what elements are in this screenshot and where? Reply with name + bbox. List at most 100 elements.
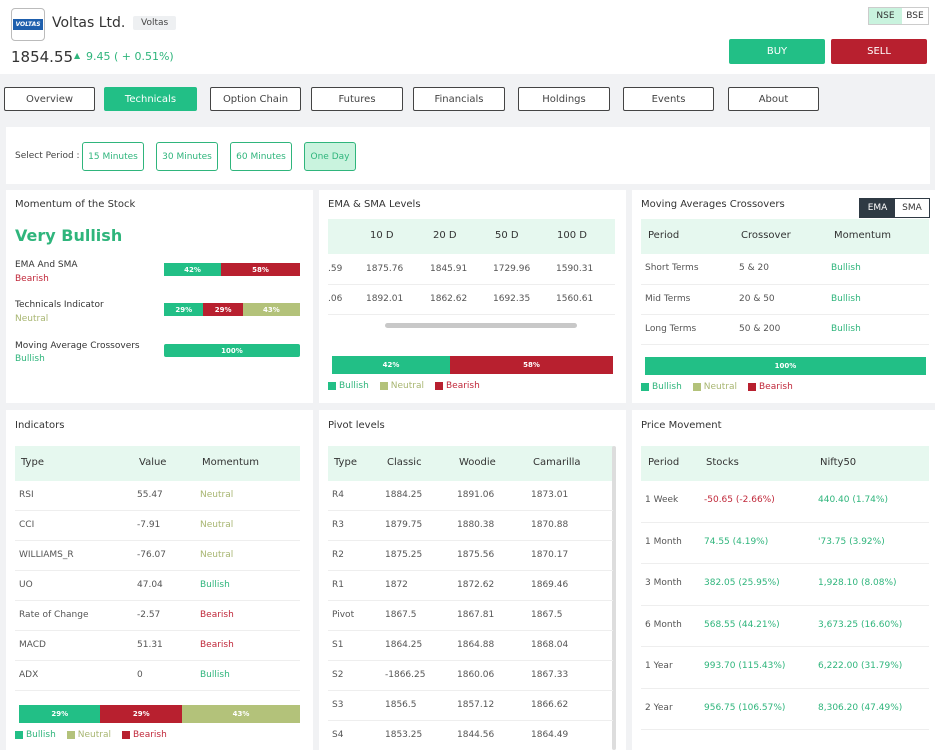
tab-financials[interactable]: Financials xyxy=(413,87,505,111)
cell: 1856.5 xyxy=(385,700,417,710)
cell: -7.91 xyxy=(137,520,160,530)
cell: R1 xyxy=(332,580,344,590)
table-row: ADX 0 Bullish xyxy=(15,661,300,691)
bse-toggle[interactable]: BSE xyxy=(902,8,928,24)
cell: 1875.25 xyxy=(385,550,422,560)
cell: 6,222.00 (31.79%) xyxy=(818,661,902,671)
cell: 1560.61 xyxy=(556,294,593,304)
cell: 1879.75 xyxy=(385,520,422,530)
table-row: R1 1872 1872.62 1869.46 xyxy=(328,571,613,601)
cell: 1729.96 xyxy=(493,264,530,274)
tab-technicals[interactable]: Technicals xyxy=(104,87,197,111)
cell: 5 & 20 xyxy=(739,263,769,273)
cell: Neutral xyxy=(200,550,233,560)
period-60-minutes[interactable]: 60 Minutes xyxy=(230,142,292,171)
table-row: .06 1892.01 1862.62 1692.35 1560.61 xyxy=(328,285,615,315)
table-row: R3 1879.75 1880.38 1870.88 xyxy=(328,511,613,541)
cell: 1868.04 xyxy=(531,640,568,650)
cell: 1 Year xyxy=(645,661,673,671)
col-momentum: Momentum xyxy=(834,230,891,241)
up-arrow-icon: ▲ xyxy=(74,51,80,60)
table-row: CCI -7.91 Neutral xyxy=(15,511,300,541)
cell: 1867.33 xyxy=(531,670,568,680)
tab-holdings[interactable]: Holdings xyxy=(518,87,610,111)
bullish-swatch xyxy=(328,382,336,390)
col-20d: 20 D xyxy=(433,230,457,241)
neutral-swatch xyxy=(693,383,701,391)
cell: 1845.91 xyxy=(430,264,467,274)
col-10d: 10 D xyxy=(370,230,394,241)
tab-overview[interactable]: Overview xyxy=(4,87,95,111)
horizontal-scrollbar[interactable] xyxy=(385,323,577,328)
cell: MACD xyxy=(19,640,46,650)
cell: -50.65 (-2.66%) xyxy=(704,495,775,505)
tab-futures[interactable]: Futures xyxy=(311,87,403,111)
cell: 1,928.10 (8.08%) xyxy=(818,578,897,588)
technicals-indicator-status: Neutral xyxy=(15,314,48,324)
cell: -1866.25 xyxy=(385,670,425,680)
nse-toggle[interactable]: NSE xyxy=(869,8,902,24)
company-name: Voltas Ltd. xyxy=(52,15,125,31)
legend-bearish: Bearish xyxy=(133,730,167,740)
cell: 1 Month xyxy=(645,537,682,547)
tab-option-chain[interactable]: Option Chain xyxy=(210,87,301,111)
col-nifty50: Nifty50 xyxy=(820,457,856,468)
cell: RSI xyxy=(19,490,34,500)
bullish-swatch xyxy=(641,383,649,391)
sell-button[interactable]: SELL xyxy=(831,39,927,64)
bearish-segment: 58% xyxy=(450,356,613,374)
cell: 3 Month xyxy=(645,578,682,588)
bullish-swatch xyxy=(15,731,23,739)
cell: 956.75 (106.57%) xyxy=(704,703,785,713)
table-row: WILLIAMS_R -76.07 Neutral xyxy=(15,541,300,571)
cell: R2 xyxy=(332,550,344,560)
company-logo: VOLTAS xyxy=(11,8,45,41)
col-crossover: Crossover xyxy=(741,230,791,241)
cell: WILLIAMS_R xyxy=(19,550,74,560)
cell: 1844.56 xyxy=(457,730,494,740)
cell: 1 Week xyxy=(645,495,678,505)
cell: Bullish xyxy=(831,324,861,334)
legend-bullish: Bullish xyxy=(652,382,682,392)
table-row: Pivot 1867.5 1867.81 1867.5 xyxy=(328,601,613,631)
cell: 382.05 (25.95%) xyxy=(704,578,780,588)
bearish-swatch xyxy=(748,383,756,391)
bearish-segment: 29% xyxy=(203,303,242,316)
tab-events[interactable]: Events xyxy=(623,87,714,111)
col-100d: 100 D xyxy=(557,230,587,241)
neutral-segment: 43% xyxy=(243,303,300,316)
tab-about[interactable]: About xyxy=(728,87,819,111)
pivot-title: Pivot levels xyxy=(328,420,385,431)
bullish-segment: 29% xyxy=(19,705,100,723)
cell: CCI xyxy=(19,520,34,530)
mac-summary-bar: 100% xyxy=(645,357,926,375)
period-30-minutes[interactable]: 30 Minutes xyxy=(156,142,218,171)
cell: Pivot xyxy=(332,610,354,620)
table-row: Rate of Change -2.57 Bearish xyxy=(15,601,300,631)
company-tag: Voltas xyxy=(133,16,176,30)
legend-neutral: Neutral xyxy=(704,382,737,392)
table-row: UO 47.04 Bullish xyxy=(15,571,300,601)
table-row: S1 1864.25 1864.88 1868.04 xyxy=(328,631,613,661)
period-one-day[interactable]: One Day xyxy=(304,142,356,171)
ma-crossovers-label: Moving Average Crossovers xyxy=(15,341,140,351)
table-row: 6 Month 568.55 (44.21%) 3,673.25 (16.60%… xyxy=(641,606,929,647)
cell: 1864.25 xyxy=(385,640,422,650)
table-row: 2 Year 956.75 (106.57%) 8,306.20 (47.49%… xyxy=(641,689,929,730)
bearish-swatch xyxy=(122,731,130,739)
momentum-verdict: Very Bullish xyxy=(15,226,122,245)
ema-sma-toggle: EMA SMA xyxy=(859,198,930,218)
legend-bearish: Bearish xyxy=(759,382,793,392)
cell: 8,306.20 (47.49%) xyxy=(818,703,902,713)
stock-price: 1854.55 xyxy=(11,48,73,66)
col-camarilla: Camarilla xyxy=(533,457,581,468)
col-classic: Classic xyxy=(387,457,422,468)
period-15-minutes[interactable]: 15 Minutes xyxy=(82,142,144,171)
col-50d: 50 D xyxy=(495,230,519,241)
ema-toggle[interactable]: EMA xyxy=(860,199,895,217)
legend: Bullish Neutral Bearish xyxy=(641,382,793,392)
cell: ADX xyxy=(19,670,38,680)
buy-button[interactable]: BUY xyxy=(729,39,825,64)
sma-toggle[interactable]: SMA xyxy=(895,199,929,217)
table-row: RSI 55.47 Neutral xyxy=(15,481,300,511)
